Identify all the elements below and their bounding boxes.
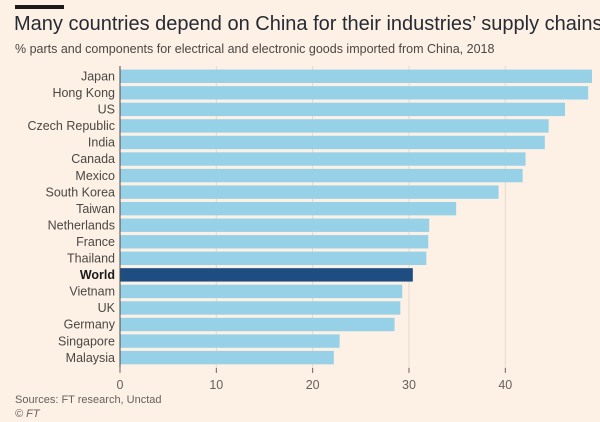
x-tick-label: 40 [498, 378, 512, 392]
x-tick-label: 0 [117, 378, 124, 392]
category-label: US [98, 103, 115, 117]
bar-czech-republic [120, 119, 549, 133]
chart-subtitle: % parts and components for electrical an… [15, 42, 495, 56]
x-tick-label: 10 [209, 378, 223, 392]
chart-title: Many countries depend on China for their… [14, 13, 600, 35]
bar-hong-kong [120, 86, 589, 100]
bar-singapore [120, 334, 340, 348]
x-tick-label: 30 [402, 378, 416, 392]
category-label: Germany [64, 318, 116, 332]
category-label: Czech Republic [27, 119, 115, 133]
ft-credit: © FT [15, 408, 40, 420]
category-label: Netherlands [48, 218, 115, 232]
category-label: India [88, 136, 115, 150]
category-label: Singapore [58, 334, 115, 348]
bar-south-korea [120, 185, 499, 199]
bar-thailand [120, 251, 427, 266]
category-label: World [80, 268, 115, 282]
bar-canada [120, 152, 526, 166]
category-label: South Korea [46, 185, 116, 199]
category-label: Malaysia [66, 351, 115, 365]
bar-france [120, 235, 429, 249]
bar-us [120, 102, 566, 117]
bar-netherlands [120, 218, 430, 232]
category-label: Vietnam [69, 285, 115, 299]
category-label: Hong Kong [52, 86, 115, 100]
category-label: Japan [81, 69, 115, 83]
category-label: France [76, 235, 115, 249]
category-label: UK [98, 301, 116, 315]
category-label: Mexico [75, 169, 115, 183]
bar-germany [120, 317, 395, 332]
bar-india [120, 135, 545, 150]
bar-mexico [120, 168, 523, 183]
bar-malaysia [120, 350, 334, 365]
category-label: Canada [71, 152, 115, 166]
sources-note: Sources: FT research, Unctad [15, 394, 162, 406]
bar-world [120, 268, 413, 282]
header-accent-bar [15, 5, 64, 9]
category-label: Thailand [67, 252, 115, 266]
category-label: Taiwan [76, 202, 115, 216]
bar-taiwan [120, 201, 457, 216]
bar-japan [120, 69, 592, 83]
x-tick-label: 20 [306, 378, 320, 392]
bar-vietnam [120, 284, 403, 299]
bar-uk [120, 301, 401, 315]
